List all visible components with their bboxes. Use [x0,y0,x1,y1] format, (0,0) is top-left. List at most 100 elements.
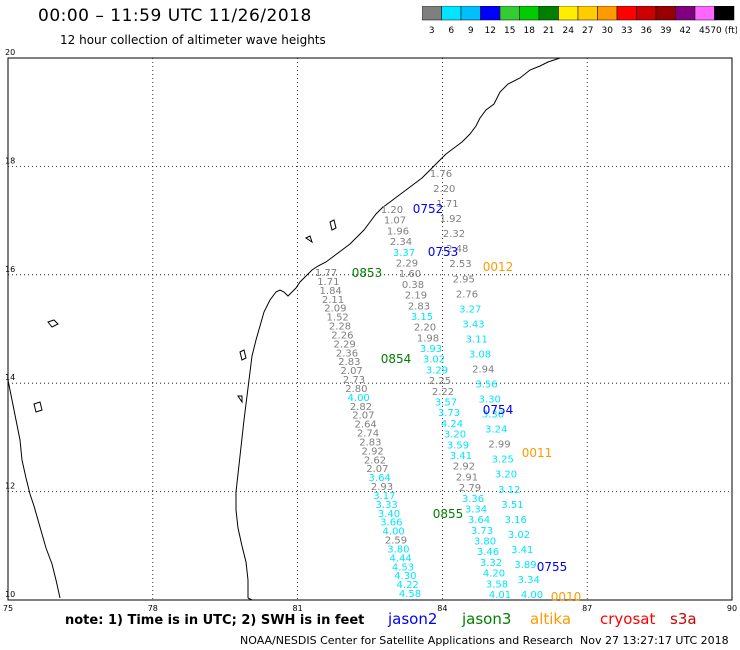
wave-height-label: 3.37 [393,248,415,259]
pass-time-label: 0010 [551,590,582,604]
wave-height-label: 4.53 [392,562,414,573]
colorbar-label: 30 [602,26,614,36]
lat-tick-label: 16 [5,265,15,274]
map-grid [7,57,733,601]
colorbar-label: 6 [448,26,454,36]
colorbar-swatch [655,6,676,21]
wave-height-label: 2.29 [396,258,418,269]
wave-height-label: 2.93 [371,482,393,493]
pass-time-label: 0011 [522,446,553,460]
generated-timestamp: Nov 27 13:27:17 UTC 2018 [580,634,729,647]
wave-height-label: 2.11 [322,295,344,306]
wave-height-label: 3.11 [466,334,488,345]
wave-height-label: 2.48 [446,244,468,255]
wave-height-label: 3.59 [447,440,469,451]
colorbar-label: 12 [485,26,496,36]
lon-tick-label: 81 [293,604,303,613]
colorbar-label: 36 [641,26,653,36]
wave-height-label: 3.32 [480,558,502,569]
wave-height-label: 3.73 [471,526,493,537]
wave-height-label: 3.80 [387,544,409,555]
wave-height-label: 3.73 [438,408,460,419]
wave-height-colorbar: 3 6 9 12 15 18 21 24 27 30 33 36 39 42 45 70 (ft) [422,6,737,36]
lon-tick-label: 90 [727,604,737,613]
wave-height-label: 2.26 [331,330,353,341]
wave-height-label: 1.07 [384,216,406,227]
island [239,349,247,361]
wave-height-label: 3.17 [373,491,395,502]
pass-time-label: 0752 [413,202,444,216]
colorbar-label: 27 [582,26,593,36]
wave-height-label: 1.60 [399,269,421,280]
wave-height-label: 3.40 [378,509,400,520]
colorbar-label: 33 [621,26,632,36]
wave-height-label: 2.25 [429,376,451,387]
wave-height-label: 2.83 [359,437,381,448]
wave-height-label: 3.16 [505,515,527,526]
pass-time-label: 0853 [352,266,383,280]
wave-height-label: 2.28 [329,322,351,333]
wave-height-label: 2.29 [334,339,356,350]
colorbar-label: 24 [563,26,575,36]
wave-height-label: 3.29 [426,365,448,376]
wave-height-label: 3.02 [423,355,445,366]
colorbar-swatch [519,6,540,21]
note-text: note: 1) Time is in UTC; 2) SWH is in fe… [65,613,365,628]
lon-tick-label: 75 [3,604,13,613]
india-east-coastline [235,57,561,598]
wave-height-label: 4.58 [399,589,421,600]
legend-jason3: jason3 [462,610,512,628]
wave-height-label: 1.71 [317,277,339,288]
legend-altika: altika [530,610,572,628]
pass-time-label: 0855 [433,507,464,521]
wave-height-label: 1.71 [436,199,458,210]
wave-height-label: 0.38 [402,280,424,291]
colorbar-label: 45 [699,26,710,36]
wave-height-label: 2.20 [433,184,455,195]
colorbar-label: 3 [429,26,435,36]
wave-height-label: 4.00 [348,393,370,404]
lon-tick-label: 78 [148,604,158,613]
pass-labels: 0752 0753 0754 0755 0853 0854 0855 0012 0011 0010 [352,202,582,604]
wave-height-label: 3.12 [498,485,520,496]
india-west-coastline [7,379,61,599]
wave-height-label: 2.92 [362,446,384,457]
island [33,401,43,413]
lon-tick-label: 87 [582,604,592,613]
colorbar-label: 15 [504,26,515,36]
colorbar-swatch [480,6,501,21]
colorbar-label: 9 [468,26,474,36]
colorbar-swatch [675,6,696,21]
wave-height-label: 4.20 [483,569,505,580]
wave-height-label: 4.30 [394,571,416,582]
wave-height-label: 4.22 [397,580,419,591]
island [329,219,337,231]
wave-height-label: 2.73 [343,375,365,386]
colorbar-swatch [441,6,462,21]
colorbar-label: 70 (ft) [710,26,737,36]
wave-height-label: 3.64 [468,515,490,526]
pass-time-label: 0753 [428,245,459,259]
wave-height-label: 2.32 [443,229,465,240]
pass-time-label: 0854 [381,352,412,366]
wave-height-label: 2.20 [414,323,436,334]
wave-height-label: 3.08 [469,349,491,360]
wave-height-label: 2.19 [405,291,427,302]
wave-height-label: 2.07 [366,464,388,475]
wave-height-label: 2.36 [336,348,358,359]
wave-height-label: 3.51 [501,500,523,511]
wave-height-label: 3.20 [495,470,517,481]
colorbar-swatch [460,6,481,21]
colorbar-swatch [714,6,735,21]
wave-height-label: 3.25 [492,455,514,466]
wave-height-label: 1.77 [315,268,337,279]
colorbar-swatch [597,6,618,21]
lat-tick-label: 18 [5,156,15,165]
wave-height-label: 2.76 [456,289,478,300]
coastline [7,57,561,601]
pass-time-label: 0012 [483,260,514,274]
wave-height-label: 3.56 [475,380,497,391]
lat-tick-label: 10 [5,590,15,599]
wave-height-label: 3.36 [482,410,504,421]
wave-height-label: 3.34 [518,575,540,586]
